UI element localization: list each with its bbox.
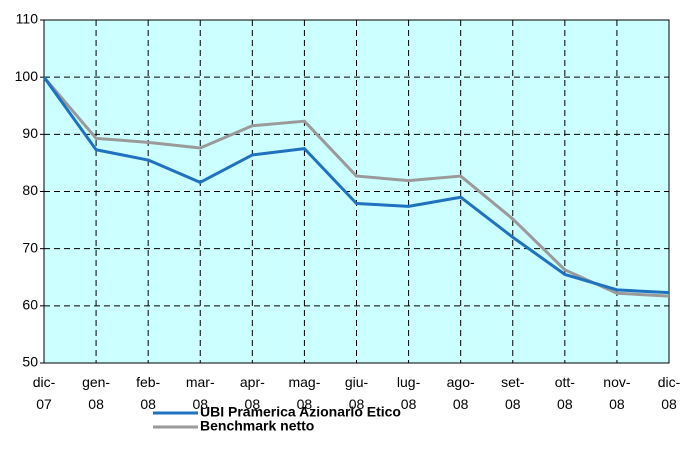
y-tick-label: 100 xyxy=(15,68,39,84)
x-tick-label-part: 08 xyxy=(349,396,365,412)
x-tick-label-part: 08 xyxy=(557,396,573,412)
y-tick-label: 50 xyxy=(22,354,38,370)
x-tick-label-part: 08 xyxy=(505,396,521,412)
x-tick-label: ott- 08 xyxy=(555,374,576,412)
x-tick-label: gen- 08 xyxy=(82,374,110,412)
y-tick-label: 70 xyxy=(22,239,38,255)
x-tick-label: ago- 08 xyxy=(447,374,475,412)
y-tick-label: 110 xyxy=(16,11,39,27)
x-tick-label-part: mag- xyxy=(288,374,320,390)
x-tick-label-part: nov- xyxy=(603,374,631,390)
x-tick-label-part: 08 xyxy=(192,396,208,412)
x-tick-label-part: gen- xyxy=(82,374,110,390)
x-tick-label: feb- 08 xyxy=(136,374,160,412)
x-tick-label-part: feb- xyxy=(136,374,160,390)
legend-label: UBI Pramerica Azionario Etico xyxy=(200,404,401,420)
x-tick-label-part: lug- xyxy=(397,374,421,390)
plot-border xyxy=(43,19,670,364)
x-tick-label-part: 08 xyxy=(401,396,417,412)
x-tick-label: mag- 08 xyxy=(288,374,320,412)
x-tick-label: nov- 08 xyxy=(603,374,631,412)
x-tick-label-part: 08 xyxy=(140,396,156,412)
x-tick-label-part: 08 xyxy=(661,396,677,412)
x-tick-label: apr- 08 xyxy=(240,374,265,412)
x-tick-label: giu- 08 xyxy=(345,374,369,412)
x-tick-label: dic- 08 xyxy=(658,374,681,412)
y-tick-label: 80 xyxy=(22,182,38,198)
x-tick-label-part: 08 xyxy=(245,396,261,412)
x-tick-label-part: 08 xyxy=(297,396,313,412)
x-tick-label-part: mar- xyxy=(186,374,215,390)
x-tick-label-part: set- xyxy=(501,374,525,390)
x-tick-label-part: 07 xyxy=(36,396,52,412)
x-tick-label-part: 08 xyxy=(88,396,104,412)
x-tick-label-part: giu- xyxy=(345,374,369,390)
y-tick-label: 90 xyxy=(22,125,38,141)
series-line xyxy=(42,76,670,298)
x-tick-label: mar- 08 xyxy=(186,374,215,412)
x-tick-label-part: 08 xyxy=(609,396,625,412)
x-tick-label: lug- 08 xyxy=(397,374,421,412)
x-tick-label-part: ago- xyxy=(447,374,475,390)
x-tick-label-part: apr- xyxy=(240,374,265,390)
x-tick-label-part: dic- xyxy=(33,374,56,390)
x-tick-label-part: 08 xyxy=(453,396,469,412)
x-tick-label-part: ott- xyxy=(555,374,576,390)
x-tick-label-part: dic- xyxy=(658,374,681,390)
x-tick-label: set- 08 xyxy=(501,374,525,412)
series-line xyxy=(42,76,670,295)
x-tick-label: dic- 07 xyxy=(33,374,56,412)
legend-label: Benchmark netto xyxy=(200,418,314,434)
y-tick-label: 60 xyxy=(22,297,38,313)
